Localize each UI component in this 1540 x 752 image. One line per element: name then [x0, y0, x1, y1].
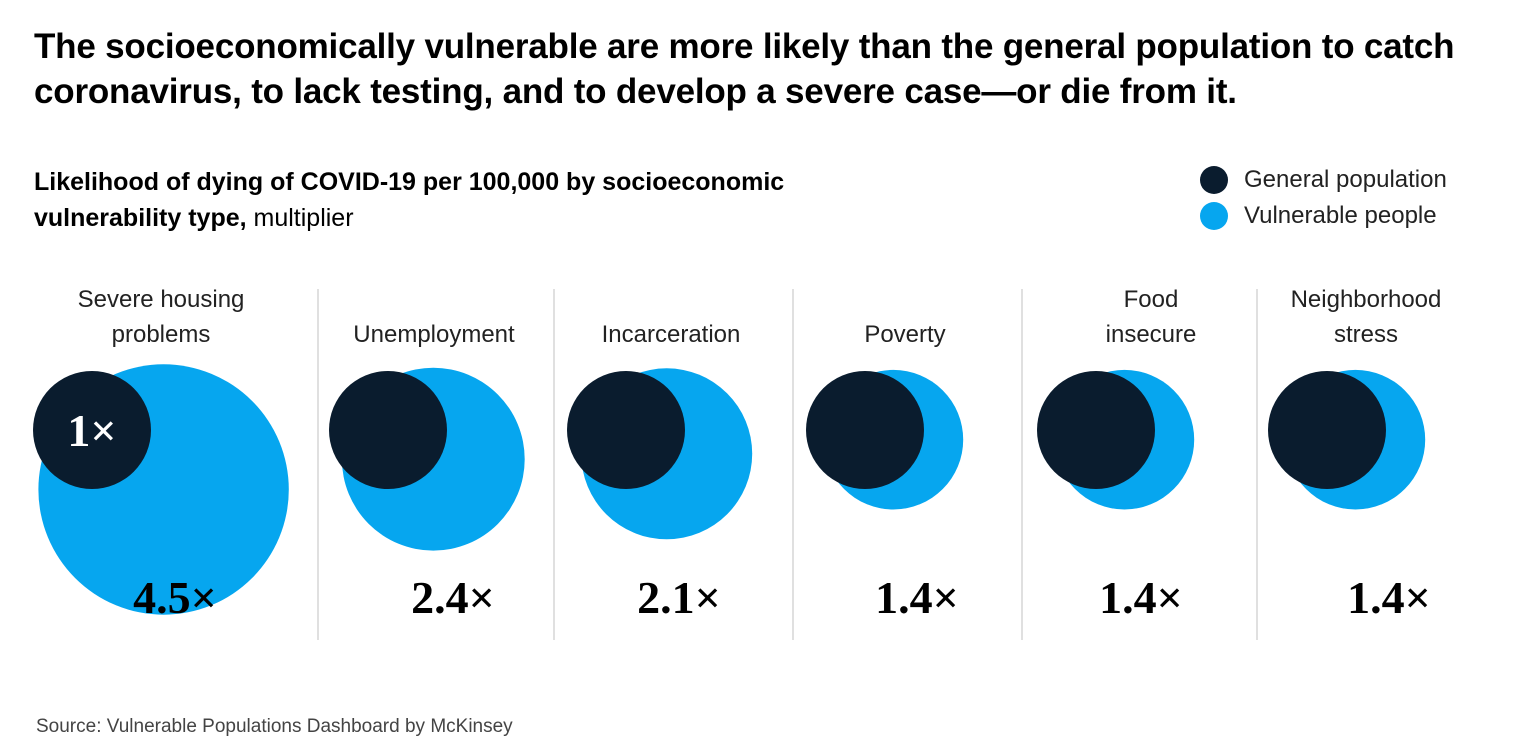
chart-subtitle: Likelihood of dying of COVID-19 per 100,…: [34, 164, 794, 236]
subtitle-unit: multiplier: [246, 204, 354, 232]
category-label: Unemployment: [353, 321, 515, 348]
headline: The socioeconomically vulnerable are mor…: [34, 27, 1455, 111]
legend-label-vulnerable: Vulnerable people: [1244, 202, 1437, 229]
value-label: 1.4×: [1347, 572, 1431, 623]
category-label: Neighborhood: [1291, 286, 1442, 313]
legend-swatch-general: [1200, 166, 1228, 194]
legend: General population Vulnerable people: [1200, 162, 1447, 234]
category-label: stress: [1334, 321, 1398, 348]
general-bubble: [329, 371, 447, 489]
general-bubble: [1268, 371, 1386, 489]
general-bubble: [33, 371, 151, 489]
category-label: Poverty: [864, 321, 945, 348]
value-label: 4.5×: [133, 572, 217, 623]
general-bubble: [1037, 371, 1155, 489]
general-bubble: [806, 371, 924, 489]
value-label: 2.4×: [411, 572, 495, 623]
subtitle-bold: Likelihood of dying of COVID-19 per 100,…: [34, 168, 785, 232]
legend-label-general: General population: [1244, 166, 1447, 193]
baseline-label: 1×: [67, 405, 116, 456]
source-note: Source: Vulnerable Populations Dashboard…: [36, 716, 513, 737]
category-label: problems: [112, 321, 211, 348]
legend-swatch-vulnerable: [1200, 202, 1228, 230]
general-bubble: [567, 371, 685, 489]
value-label: 2.1×: [637, 572, 721, 623]
value-label: 1.4×: [875, 572, 959, 623]
category-label: insecure: [1106, 321, 1197, 348]
category-label: Incarceration: [602, 321, 741, 348]
category-label: Food: [1124, 286, 1179, 313]
category-label: Severe housing: [78, 286, 245, 313]
legend-item-vulnerable: Vulnerable people: [1200, 198, 1447, 234]
legend-item-general: General population: [1200, 162, 1447, 198]
value-label: 1.4×: [1099, 572, 1183, 623]
